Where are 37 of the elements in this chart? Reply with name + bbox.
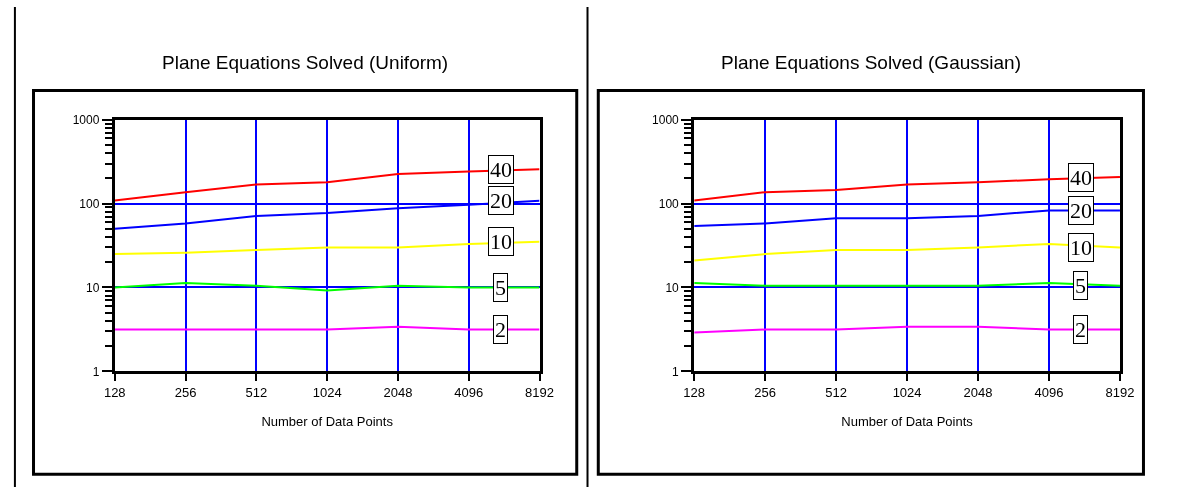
y-tick-label: 1 bbox=[672, 364, 680, 379]
x-tick-label: 8192 bbox=[525, 384, 555, 400]
series-label: 5 bbox=[1075, 273, 1086, 298]
x-tick-label: 2048 bbox=[383, 384, 413, 400]
series-label: 20 bbox=[490, 188, 512, 213]
y-tick-label: 1 bbox=[92, 364, 100, 379]
chart-title: Plane Equations Solved (Uniform) bbox=[162, 52, 449, 73]
line-series bbox=[694, 242, 1120, 262]
x-tick-label: 8192 bbox=[1105, 384, 1135, 400]
y-tick-label: 1000 bbox=[652, 112, 680, 127]
series-label: 10 bbox=[490, 229, 512, 254]
x-axis-title: Number of Data Points bbox=[261, 413, 394, 429]
x-tick-label: 4096 bbox=[1034, 384, 1064, 400]
series-label: 40 bbox=[490, 157, 512, 182]
y-tick-label: 100 bbox=[658, 196, 680, 211]
x-tick-label: 1024 bbox=[892, 384, 922, 400]
series-label: 20 bbox=[1070, 198, 1092, 223]
x-tick-label: 256 bbox=[754, 384, 777, 400]
x-tick-label: 128 bbox=[683, 384, 706, 400]
x-tick-label: 4096 bbox=[454, 384, 484, 400]
x-tick-label: 128 bbox=[103, 384, 126, 400]
series-label: 40 bbox=[1070, 165, 1092, 190]
x-tick-label: 2048 bbox=[963, 384, 993, 400]
y-tick-label: 10 bbox=[665, 280, 680, 295]
x-tick-label: 512 bbox=[825, 384, 847, 400]
x-tick-label: 256 bbox=[174, 384, 197, 400]
chart-title: Plane Equations Solved (Gaussian) bbox=[721, 52, 1021, 73]
x-tick-label: 512 bbox=[245, 384, 268, 400]
series-label: 5 bbox=[495, 275, 506, 300]
series-label: 2 bbox=[495, 317, 506, 342]
series-label: 2 bbox=[1075, 317, 1086, 342]
y-tick-label: 10 bbox=[85, 280, 100, 295]
x-tick-label: 1024 bbox=[312, 384, 342, 400]
x-axis-title: Number of Data Points bbox=[841, 413, 974, 429]
y-tick-label: 100 bbox=[79, 196, 100, 211]
series-label: 10 bbox=[1070, 235, 1092, 260]
y-tick-label: 1000 bbox=[72, 112, 100, 127]
